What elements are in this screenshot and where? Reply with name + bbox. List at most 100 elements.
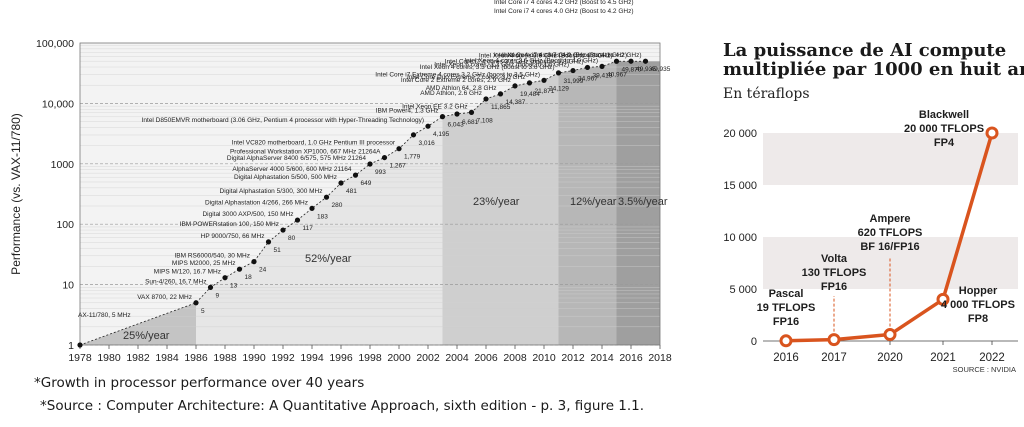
data-value-label: 34,967: [578, 76, 598, 83]
data-point: [280, 227, 286, 233]
data-point: [251, 259, 257, 265]
x-tick-label: 2017: [821, 352, 847, 364]
x-tick-label: 1994: [300, 352, 324, 364]
processor-label: Intel Xeon 4 cores 3.7 GHz (Boost to 4.1…: [493, 52, 627, 59]
data-value-label: 24,129: [549, 85, 569, 92]
data-point: [497, 91, 504, 97]
y-tick-label: 100: [56, 219, 74, 231]
processor-label: Intel Core i7 4 cores 4.0 GHz (Boost to …: [494, 8, 633, 15]
region-rate-label: 12%/year: [570, 196, 617, 208]
processor-label: Intel Xeon 6 cores, 3.3 GHz (boost to 3.…: [434, 62, 569, 69]
data-value-label: 80: [288, 235, 296, 242]
processor-label: AX-11/780, 5 MHz: [78, 312, 131, 319]
data-value-label: 6,043: [448, 122, 465, 129]
data-point: [541, 77, 547, 83]
growth-region-3: [442, 72, 559, 345]
processor-label: Intel Core i7 4 cores 4.2 GHz (Boost to …: [494, 0, 633, 6]
processor-label: Intel Xeon 4 cores 3.6 GHz (Boost to 4.0…: [464, 57, 598, 64]
y-tick-label: 15 000: [723, 180, 757, 192]
processor-label: Intel Xeon EE 3.2 GHz: [402, 103, 467, 110]
data-point: [584, 64, 591, 71]
data-point: [642, 58, 649, 64]
ai-source-note: SOURCE : NVIDIA: [953, 365, 1016, 374]
x-tick-label: 1980: [97, 352, 121, 364]
processor-label: HP 9000/750, 66 MHz: [201, 233, 265, 240]
x-tick-label: 1988: [213, 352, 237, 364]
ai-title-line1: La puissance de AI compute: [723, 40, 1007, 61]
data-value-label: 49,935: [636, 66, 656, 73]
gpu-annotation: Ampere: [870, 213, 911, 225]
x-tick-label: 2010: [532, 352, 556, 364]
band: [763, 133, 1018, 185]
data-value-label: 39,419: [593, 72, 613, 79]
processor-label: AMD Athlon, 2.6 GHz: [420, 90, 482, 97]
y-tick-label: 10: [62, 280, 74, 292]
processor-label: Digital Alphastation 5/300, 300 MHz: [220, 188, 323, 195]
data-value-label: 18: [245, 274, 253, 281]
data-value-label: 481: [346, 188, 357, 195]
processor-label: IBM Power4, 1.3 GHz: [376, 108, 439, 115]
data-value-label: 24: [259, 267, 267, 274]
gpu-annotation: Pascal: [769, 288, 804, 300]
data-value-label: 14,387: [506, 99, 526, 106]
processor-label: MIPS M2000, 25 MHz: [172, 260, 236, 267]
processor-label: IBM RS6000/540, 30 MHz: [174, 253, 250, 260]
data-point: [77, 342, 83, 348]
y-tick-label: 20 000: [723, 128, 757, 140]
gpu-annotation: Hopper: [959, 285, 998, 297]
data-value-label: 280: [332, 202, 343, 209]
x-tick-label: 1978: [68, 352, 92, 364]
data-value-label: 13: [230, 283, 238, 290]
data-point: [207, 284, 214, 290]
data-point: [323, 194, 330, 200]
gpu-annotation: FP8: [968, 313, 988, 325]
processor-label: Digital 3000 AXP/500, 150 MHz: [202, 211, 293, 218]
tflops-point: [883, 328, 897, 342]
data-value-label: 7,108: [477, 117, 494, 124]
data-value-label: 3,016: [419, 140, 436, 147]
gpu-annotation: 4 000 TFLOPS: [941, 299, 1015, 311]
data-value-label: 1,779: [404, 154, 421, 161]
tflops-point: [985, 126, 999, 140]
data-point: [410, 132, 417, 138]
data-value-label: 1,267: [390, 163, 407, 170]
processor-label: Professional Workstation XP1000, 667 MHz…: [230, 149, 381, 156]
data-value-label: 649: [361, 180, 372, 187]
x-tick-label: 2002: [416, 352, 440, 364]
region-rate-label: 23%/year: [473, 196, 520, 208]
data-point: [265, 239, 272, 245]
y-tick-label: 1000: [51, 159, 75, 171]
region-rate-label: 3.5%/year: [618, 196, 668, 208]
processor-label: Intel Core i7 Extreme 4 cores 3.2 GHz (b…: [375, 71, 540, 78]
processor-label: Intel Core Duo Extreme 2 cores, 3.0 GHz: [407, 74, 526, 81]
gpu-annotation: 19 TFLOPS: [757, 302, 816, 314]
x-tick-label: 1996: [329, 352, 353, 364]
processor-performance-chart: 1 10 100 1000 10,000 100,000 1978 1980 1982 1984 1…: [9, 0, 672, 364]
x-tick-label: 1982: [126, 352, 150, 364]
x-tick-label: 1990: [242, 352, 266, 364]
tflops-point: [779, 334, 793, 348]
growth-region-5: [616, 61, 660, 345]
data-value-label: 19,484: [520, 91, 540, 98]
growth-region-4: [558, 61, 617, 346]
data-point: [294, 217, 301, 223]
region-rate-label: 52%/year: [305, 253, 352, 265]
data-point: [338, 180, 344, 186]
data-value-label: 31,999: [564, 78, 584, 85]
x-tick-label: 2021: [930, 352, 956, 364]
data-value-label: 5: [201, 308, 205, 315]
gpu-annotation: 620 TFLOPS: [858, 227, 923, 239]
data-point: [512, 83, 518, 89]
data-point: [352, 172, 359, 178]
data-value-label: 183: [317, 213, 328, 220]
tflops-point: [827, 333, 841, 347]
processor-label: AMD Athlon 64, 2.8 GHz: [426, 85, 497, 92]
data-point: [425, 123, 431, 129]
ai-title-line2: multipliée par 1000 en huit ans: [723, 59, 1024, 80]
x-tick-label: 2020: [877, 352, 903, 364]
data-value-label: 49,870: [622, 66, 642, 73]
x-tick-label: 2014: [590, 352, 614, 364]
ai-subtitle: En téraflops: [723, 86, 810, 102]
x-tick-label: 2000: [387, 352, 411, 364]
